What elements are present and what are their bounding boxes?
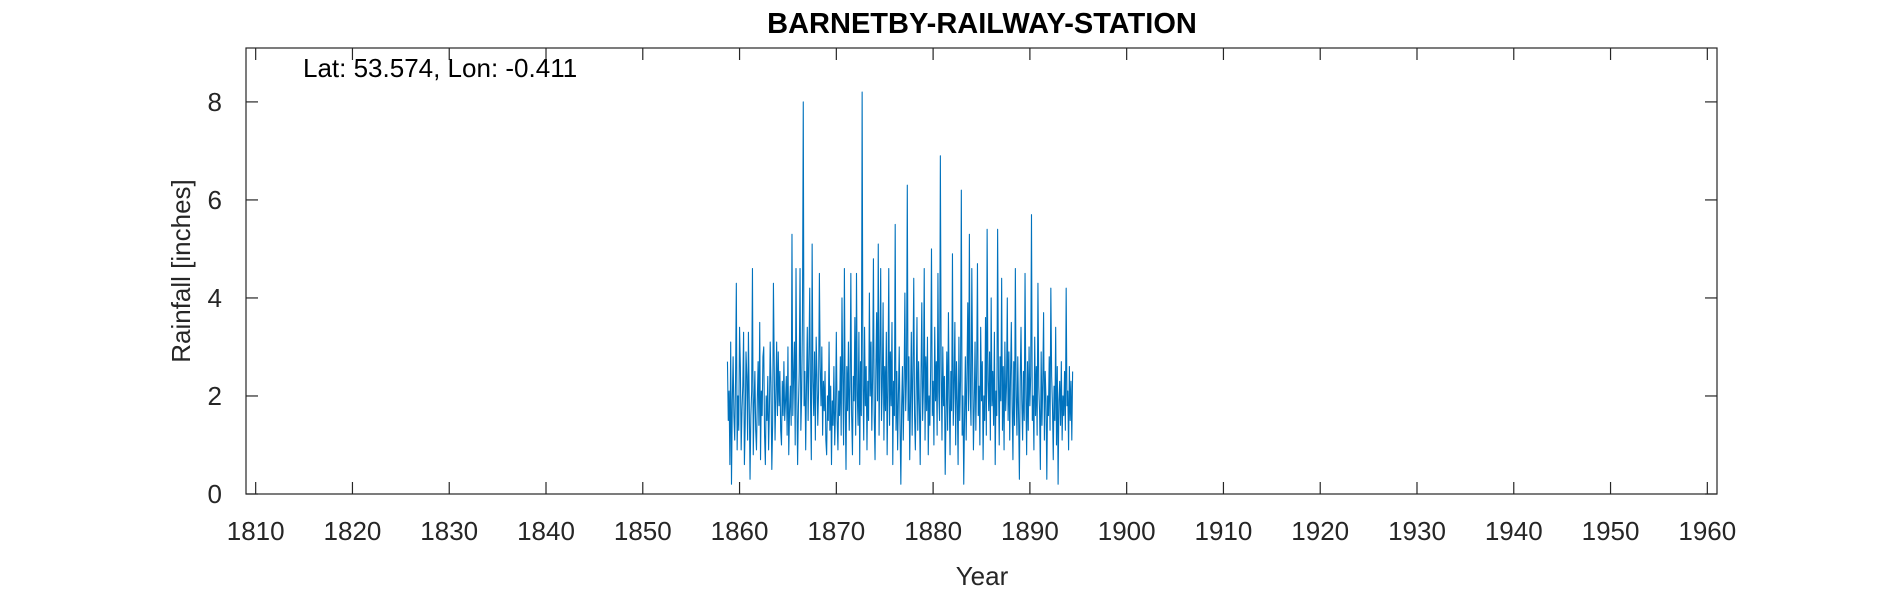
station-coordinates: Lat: 53.574, Lon: -0.411 (303, 53, 577, 83)
rainfall-series-line (726, 91, 1074, 485)
plot-area: 1810 1820 1830 1840 1850 1860 1870 1880 1890 1900… (208, 47, 1736, 546)
x-tick-label: 1880 (904, 516, 962, 546)
y-tick-label: 6 (208, 185, 222, 215)
y-tick-label: 0 (208, 479, 222, 509)
x-tick-label: 1890 (1001, 516, 1059, 546)
plot-box (245, 47, 1718, 495)
x-tick-label: 1830 (420, 516, 478, 546)
x-tick-label: 1930 (1388, 516, 1446, 546)
ticks-layer: 1810 1820 1830 1840 1850 1860 1870 1880 1890 1900… (208, 48, 1736, 546)
x-tick-label: 1900 (1098, 516, 1156, 546)
x-tick-label: 1910 (1195, 516, 1253, 546)
y-axis-label: Rainfall [inches] (166, 179, 196, 363)
x-tick-label: 1950 (1582, 516, 1640, 546)
x-tick-label: 1820 (324, 516, 382, 546)
x-tick-label: 1850 (614, 516, 672, 546)
series-layer (726, 91, 1074, 485)
x-tick-label: 1870 (807, 516, 865, 546)
x-tick-label: 1920 (1291, 516, 1349, 546)
x-tick-label: 1940 (1485, 516, 1543, 546)
x-tick-label: 1840 (517, 516, 575, 546)
y-tick-label: 2 (208, 381, 222, 411)
x-tick-label: 1960 (1678, 516, 1736, 546)
x-tick-label: 1810 (227, 516, 285, 546)
x-tick-label: 1860 (711, 516, 769, 546)
y-tick-label: 8 (208, 87, 222, 117)
x-axis-label: Year (956, 561, 1009, 591)
chart-title: BARNETBY-RAILWAY-STATION (767, 8, 1197, 40)
y-tick-label: 4 (208, 283, 222, 313)
